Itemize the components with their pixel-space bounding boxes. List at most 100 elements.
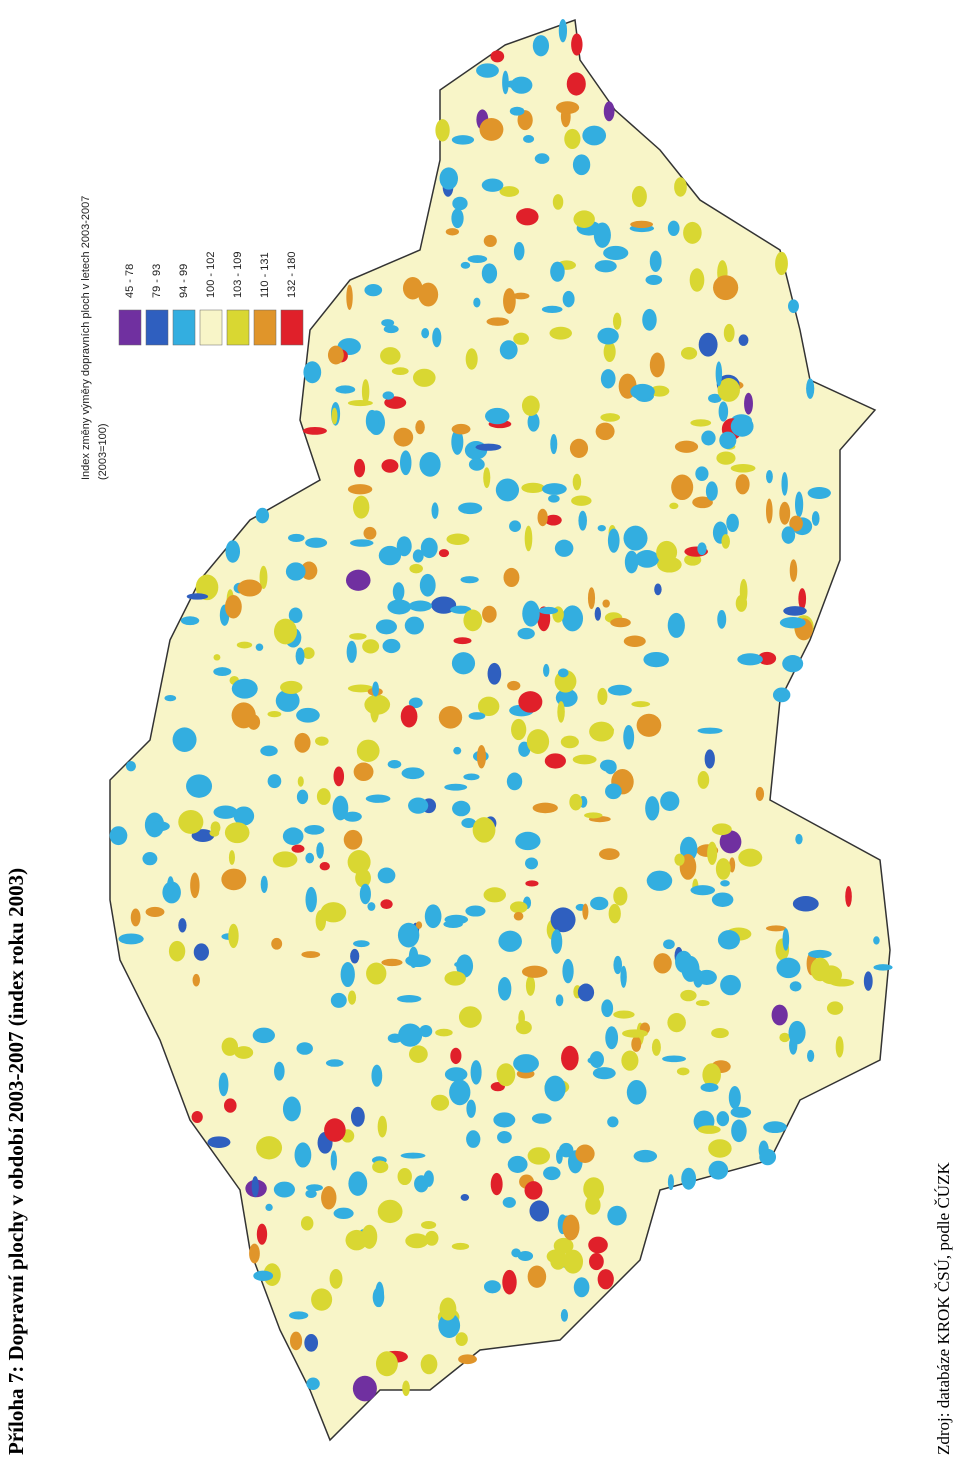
patch xyxy=(418,282,439,307)
patch xyxy=(560,735,579,749)
patch xyxy=(387,760,402,769)
patch xyxy=(365,794,391,803)
patch xyxy=(453,746,462,755)
patch xyxy=(191,1111,203,1123)
patch xyxy=(330,1150,337,1171)
patch xyxy=(600,413,621,422)
patch xyxy=(275,689,300,712)
patch xyxy=(375,1351,398,1377)
patch xyxy=(771,1004,788,1026)
patch xyxy=(711,823,732,836)
patch xyxy=(392,582,405,602)
patch xyxy=(347,850,371,875)
patch xyxy=(572,154,591,176)
patch xyxy=(490,1172,503,1196)
patch xyxy=(680,989,697,1002)
rotated-text: Příloha 7: Dopravní plochy v období 2003… xyxy=(4,196,953,1455)
patch xyxy=(509,520,521,533)
patch xyxy=(630,383,655,400)
patch xyxy=(408,1045,428,1063)
patch xyxy=(719,431,737,450)
patch xyxy=(397,922,420,948)
patch xyxy=(452,800,471,817)
patch xyxy=(190,872,200,899)
patch xyxy=(381,319,395,327)
patch xyxy=(302,426,327,435)
patch xyxy=(726,513,739,533)
patch xyxy=(490,50,505,63)
patch xyxy=(267,711,282,718)
patch xyxy=(624,550,639,574)
patch xyxy=(352,495,370,519)
patch xyxy=(380,347,401,365)
patch xyxy=(595,422,615,441)
patch xyxy=(463,609,483,632)
patch xyxy=(783,606,807,616)
patch xyxy=(330,992,347,1008)
patch xyxy=(717,930,740,950)
patch xyxy=(353,940,370,948)
patch xyxy=(465,905,486,917)
patch xyxy=(315,736,329,746)
patch xyxy=(590,896,609,911)
patch xyxy=(571,33,583,56)
patch xyxy=(458,502,483,515)
patch xyxy=(237,579,262,597)
patch xyxy=(550,261,565,282)
patch xyxy=(621,1050,639,1071)
patch xyxy=(562,958,574,984)
patch xyxy=(333,1207,354,1220)
patch xyxy=(623,635,646,647)
patch xyxy=(345,569,371,591)
patch xyxy=(439,1297,457,1321)
patch xyxy=(636,713,662,737)
patch xyxy=(689,268,705,292)
patch xyxy=(425,1230,439,1246)
patch xyxy=(305,1189,317,1199)
patch xyxy=(142,852,158,866)
patch xyxy=(781,471,788,496)
patch xyxy=(482,605,497,623)
patch xyxy=(304,1333,319,1352)
patch xyxy=(260,875,268,893)
patch xyxy=(305,852,315,864)
patch xyxy=(377,867,396,884)
patch xyxy=(192,973,200,987)
patch xyxy=(228,923,239,949)
patch xyxy=(476,63,499,78)
patch xyxy=(782,928,790,951)
patch xyxy=(401,767,425,780)
patch xyxy=(612,312,622,330)
patch xyxy=(444,914,469,925)
patch xyxy=(645,274,663,285)
patch xyxy=(483,467,491,489)
patch xyxy=(649,385,670,397)
patch xyxy=(412,368,436,387)
patch xyxy=(472,817,496,843)
patch xyxy=(549,326,572,340)
patch xyxy=(692,496,713,509)
patch xyxy=(432,327,442,348)
patch xyxy=(597,524,606,532)
patch xyxy=(551,929,563,954)
patch xyxy=(571,495,592,506)
patch xyxy=(704,749,715,769)
patch xyxy=(543,663,550,677)
patch xyxy=(118,933,144,945)
patch xyxy=(228,850,235,865)
patch xyxy=(213,654,221,661)
patch xyxy=(408,697,423,709)
patch xyxy=(316,788,331,805)
patch xyxy=(402,277,423,300)
source: Zdroj: databáze KROK ČSÚ, podle ČÚZK xyxy=(934,1162,953,1455)
patch xyxy=(594,607,601,621)
patch xyxy=(502,1196,516,1208)
patch xyxy=(511,718,527,741)
patch xyxy=(738,334,749,346)
patch xyxy=(597,1269,614,1290)
patch xyxy=(465,348,478,370)
patch xyxy=(301,951,321,958)
patch xyxy=(605,1026,619,1050)
patch xyxy=(289,1331,303,1351)
patch xyxy=(695,1000,710,1007)
